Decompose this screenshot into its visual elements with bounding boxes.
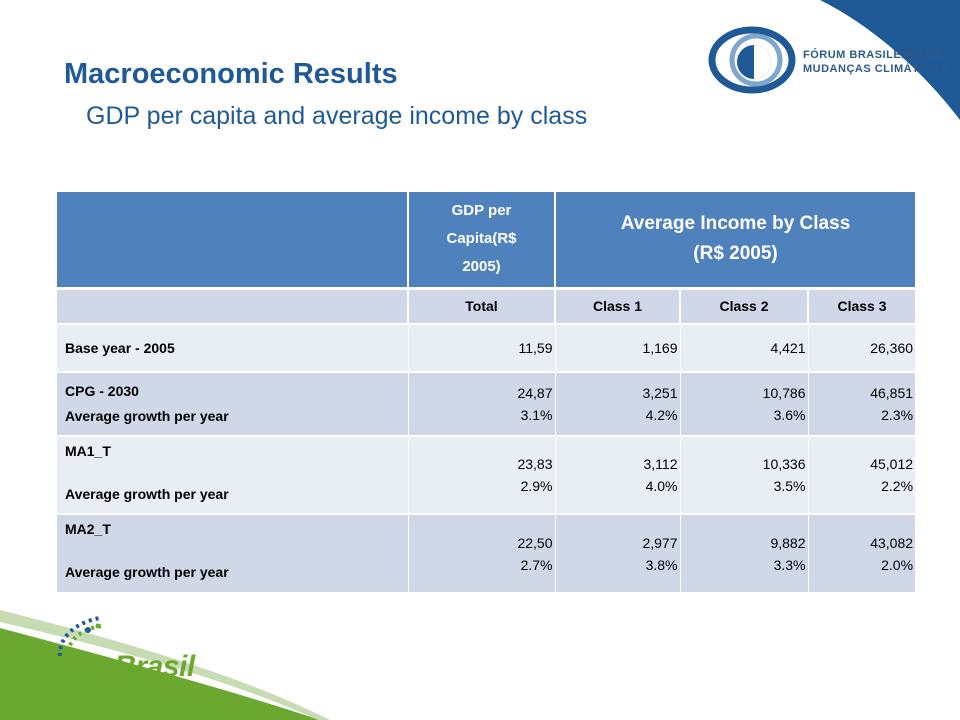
income-table: GDP per Capita(R$ 2005) Average Income b… — [57, 192, 916, 592]
average-income-header: Average Income by Class (R$ 2005) — [555, 192, 916, 288]
table-subheader-row: Total Class 1 Class 2 Class 3 — [57, 286, 916, 324]
row-label: MA2_T Average growth per year — [57, 513, 409, 592]
column-header-class1: Class 1 — [555, 286, 681, 324]
ies-brasil-logo-icon — [57, 616, 103, 657]
cell-class1: 1,169 — [555, 323, 681, 372]
row-label: CPG - 2030 Average growth per year — [57, 371, 409, 436]
table-row: MA1_T Average growth per year 23,83 2.9% … — [57, 435, 916, 514]
cell-class2: 9,882 3.3% — [680, 513, 809, 592]
forum-emblem-icon — [708, 26, 796, 94]
header-blank — [57, 192, 409, 288]
gdp-header: GDP per Capita(R$ 2005) — [408, 192, 556, 288]
cell-class2: 4,421 — [680, 323, 809, 372]
forum-name: Fórum Brasileiro de Mudanças Climáticas — [803, 49, 948, 75]
cell-total: 22,50 2.7% — [408, 513, 556, 592]
column-header-class2: Class 2 — [680, 286, 809, 324]
cell-total: 23,83 2.9% — [408, 435, 556, 514]
cell-class1: 2,977 3.8% — [555, 513, 681, 592]
cell-class3: 43,082 2.0% — [808, 513, 916, 592]
cell-total: 24,87 3.1% — [408, 371, 556, 436]
ies-brasil-name: IES-Brasil — [58, 650, 195, 683]
ies-brasil-tagline: Cenários de Mitigação — [62, 684, 192, 699]
slide-subtitle: GDP per capita and average income by cla… — [86, 102, 588, 130]
row-label: Base year - 2005 — [57, 323, 409, 372]
cell-class1: 3,251 4.2% — [555, 371, 681, 436]
forum-logo: Fórum Brasileiro de Mudanças Climáticas — [708, 24, 947, 96]
cell-class2: 10,336 3.5% — [680, 435, 809, 514]
cell-total: 11,59 — [408, 323, 556, 372]
cell-class3: 46,851 2.3% — [808, 371, 916, 436]
table-row: CPG - 2030 Average growth per year 24,87… — [57, 371, 916, 436]
slide-title: Macroeconomic Results — [64, 58, 398, 90]
table-row: MA2_T Average growth per year 22,50 2.7% … — [57, 513, 916, 592]
cell-class1: 3,112 4.0% — [555, 435, 681, 514]
table-header-row: GDP per Capita(R$ 2005) Average Income b… — [57, 192, 916, 288]
row-label: MA1_T Average growth per year — [57, 435, 409, 514]
column-header-total: Total — [408, 286, 556, 324]
subheader-blank — [57, 286, 409, 324]
column-header-class3: Class 3 — [808, 286, 916, 324]
cell-class3: 26,360 — [808, 323, 916, 372]
cell-class2: 10,786 3.6% — [680, 371, 809, 436]
cell-class3: 45,012 2.2% — [808, 435, 916, 514]
table-row: Base year - 2005 11,59 1,169 4,421 26,36… — [57, 323, 916, 372]
